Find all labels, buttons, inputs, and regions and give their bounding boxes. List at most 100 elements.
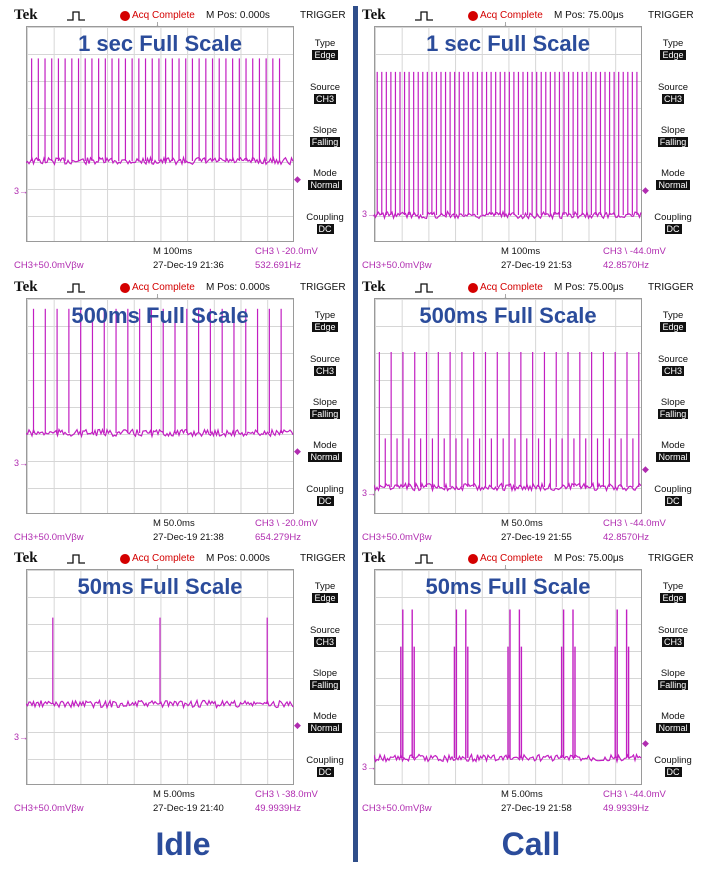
trigger-position-marker-icon: ↓ bbox=[155, 19, 160, 29]
status-bar: Tek Acq Complete M Pos: 0.000s TRIGGER ↓ bbox=[13, 549, 353, 572]
channel-scale-readout: CH3+50.0mVβw bbox=[362, 532, 432, 543]
oscilloscope-panel: Tek Acq Complete M Pos: 75.00μs TRIGGER ↓ 500… bbox=[361, 278, 701, 548]
acquisition-indicator-icon bbox=[120, 11, 130, 21]
channel-scale-readout: CH3+50.0mVβw bbox=[362, 803, 432, 814]
timebase-readout: M 50.0ms bbox=[501, 518, 543, 529]
full-scale-label: 50ms Full Scale bbox=[425, 574, 591, 599]
menu-item-value: DC bbox=[316, 496, 334, 506]
oscilloscope-panel: Tek Acq Complete M Pos: 0.000s TRIGGER ↓ 500m… bbox=[13, 278, 353, 548]
timebase-readout: M 100ms bbox=[501, 246, 541, 257]
trigger-menu-item[interactable]: Coupling DC bbox=[645, 484, 701, 507]
status-bar: Tek Acq Complete M Pos: 75.00μs TRIGGER ↓ bbox=[361, 278, 701, 301]
menu-item-label: Mode bbox=[313, 168, 337, 179]
trigger-menu: Type Edge Source CH3 Slope Falling Mode Normal C… bbox=[297, 298, 353, 514]
acquisition-status: Acq Complete bbox=[480, 282, 543, 293]
trigger-menu-item[interactable]: Source CH3 bbox=[645, 82, 701, 105]
acquisition-status: Acq Complete bbox=[132, 282, 195, 293]
trigger-level-marker-icon: ◆ bbox=[294, 174, 301, 184]
trigger-menu-item[interactable]: Type Edge bbox=[645, 310, 701, 333]
menu-item-value: CH3 bbox=[661, 94, 684, 104]
readout-bar: M 100ms CH3 \ -44.0mV CH3+50.0mVβw 27-Dec-1… bbox=[361, 244, 701, 276]
trigger-level-marker-icon: ◆ bbox=[294, 720, 301, 730]
readout-bar: M 5.00ms CH3 \ -44.0mV CH3+50.0mVβw 27-Dec-… bbox=[361, 787, 701, 819]
trigger-menu-item[interactable]: Mode Normal bbox=[297, 711, 353, 734]
full-scale-label: 50ms Full Scale bbox=[77, 574, 243, 599]
trigger-menu-item[interactable]: Type Edge bbox=[297, 38, 353, 61]
trigger-menu-item[interactable]: Coupling DC bbox=[297, 755, 353, 778]
trigger-menu-item[interactable]: Source CH3 bbox=[297, 82, 353, 105]
menu-item-label: Slope bbox=[660, 668, 686, 679]
trigger-position-marker-icon: ↓ bbox=[503, 291, 508, 301]
trigger-level-readout: CH3 \ -20.0mV bbox=[255, 518, 318, 529]
trigger-menu-item[interactable]: Source CH3 bbox=[297, 354, 353, 377]
trigger-level-marker-icon: ◆ bbox=[642, 464, 649, 474]
trigger-menu-item[interactable]: Coupling DC bbox=[645, 755, 701, 778]
trigger-menu-item[interactable]: Mode Normal bbox=[297, 440, 353, 463]
menu-item-label: Source bbox=[657, 354, 689, 365]
trigger-menu-item[interactable]: Type Edge bbox=[645, 38, 701, 61]
trigger-menu-item[interactable]: Type Edge bbox=[297, 310, 353, 333]
frequency-readout: 42.8570Hz bbox=[603, 260, 649, 271]
trigger-edge-icon bbox=[415, 11, 433, 21]
trigger-menu-item[interactable]: Mode Normal bbox=[645, 711, 701, 734]
trigger-menu-title: TRIGGER bbox=[300, 10, 346, 21]
oscilloscope-panel: Tek Acq Complete M Pos: 75.00μs TRIGGER ↓ 50m… bbox=[361, 549, 701, 819]
trigger-menu-item[interactable]: Source CH3 bbox=[297, 625, 353, 648]
timebase-readout: M 50.0ms bbox=[153, 518, 195, 529]
waveform-trace bbox=[26, 308, 294, 439]
trigger-menu-item[interactable]: Mode Normal bbox=[297, 168, 353, 191]
trigger-menu-item[interactable]: Slope Falling bbox=[297, 397, 353, 420]
readout-bar: M 50.0ms CH3 \ -44.0mV CH3+50.0mVβw 27-Dec-… bbox=[361, 516, 701, 548]
menu-item-label: Type bbox=[662, 581, 684, 592]
menu-item-value: Falling bbox=[309, 409, 341, 419]
noise-baseline bbox=[374, 481, 642, 493]
trigger-menu-item[interactable]: Source CH3 bbox=[645, 625, 701, 648]
oscilloscope-panel: Tek Acq Complete M Pos: 0.000s TRIGGER ↓ 1 se… bbox=[13, 6, 353, 276]
trigger-menu-item[interactable]: Slope Falling bbox=[297, 125, 353, 148]
trigger-menu-item[interactable]: Slope Falling bbox=[297, 668, 353, 691]
trigger-menu-item[interactable]: Mode Normal bbox=[645, 440, 701, 463]
trigger-menu-item[interactable]: Type Edge bbox=[297, 581, 353, 604]
full-scale-label: 500ms Full Scale bbox=[419, 303, 597, 328]
oscilloscope-panel: Tek Acq Complete M Pos: 0.000s TRIGGER ↓ 50ms… bbox=[13, 549, 353, 819]
menu-item-label: Coupling bbox=[306, 755, 344, 766]
trigger-menu-item[interactable]: Slope Falling bbox=[645, 668, 701, 691]
horizontal-position: M Pos: 75.00μs bbox=[554, 10, 624, 21]
trigger-edge-icon bbox=[415, 554, 433, 564]
trigger-menu: Type Edge Source CH3 Slope Falling Mode Normal C… bbox=[297, 26, 353, 242]
trigger-menu-item[interactable]: Mode Normal bbox=[645, 168, 701, 191]
trigger-menu-item[interactable]: Source CH3 bbox=[645, 354, 701, 377]
trigger-menu-item[interactable]: Coupling DC bbox=[297, 484, 353, 507]
trigger-menu-title: TRIGGER bbox=[300, 282, 346, 293]
acquisition-indicator-icon bbox=[468, 554, 478, 564]
readout-bar: M 100ms CH3 \ -20.0mV CH3+50.0mVβw 27-Dec-1… bbox=[13, 244, 353, 276]
channel-ground-marker-icon: 3→ bbox=[14, 186, 29, 196]
trigger-level-readout: CH3 \ -44.0mV bbox=[603, 518, 666, 529]
waveform-trace bbox=[26, 617, 294, 710]
channel-scale-readout: CH3+50.0mVβw bbox=[14, 532, 84, 543]
trigger-menu-item[interactable]: Slope Falling bbox=[645, 125, 701, 148]
brand-logo: Tek bbox=[362, 550, 386, 566]
acquisition-indicator-icon bbox=[468, 283, 478, 293]
status-bar: Tek Acq Complete M Pos: 75.00μs TRIGGER ↓ bbox=[361, 549, 701, 572]
datetime-readout: 27-Dec-19 21:58 bbox=[501, 803, 572, 814]
trigger-position-marker-icon: ↓ bbox=[503, 19, 508, 29]
menu-item-value: Falling bbox=[309, 137, 341, 147]
menu-item-label: Coupling bbox=[306, 212, 344, 223]
column-caption: Idle bbox=[155, 826, 211, 862]
trigger-menu-item[interactable]: Coupling DC bbox=[297, 212, 353, 235]
menu-item-value: Falling bbox=[657, 409, 689, 419]
timebase-readout: M 100ms bbox=[153, 246, 193, 257]
datetime-readout: 27-Dec-19 21:36 bbox=[153, 260, 224, 271]
trigger-menu-item[interactable]: Type Edge bbox=[645, 581, 701, 604]
frequency-readout: 49.9939Hz bbox=[603, 803, 649, 814]
trigger-menu-item[interactable]: Slope Falling bbox=[645, 397, 701, 420]
acquisition-status: Acq Complete bbox=[132, 553, 195, 564]
waveform-trace bbox=[26, 58, 294, 167]
waveform-trace bbox=[374, 609, 642, 764]
channel-ground-marker-icon: 3→ bbox=[14, 458, 29, 468]
menu-item-value: CH3 bbox=[661, 366, 684, 376]
horizontal-position: M Pos: 0.000s bbox=[206, 10, 270, 21]
trigger-menu-item[interactable]: Coupling DC bbox=[645, 212, 701, 235]
datetime-readout: 27-Dec-19 21:40 bbox=[153, 803, 224, 814]
